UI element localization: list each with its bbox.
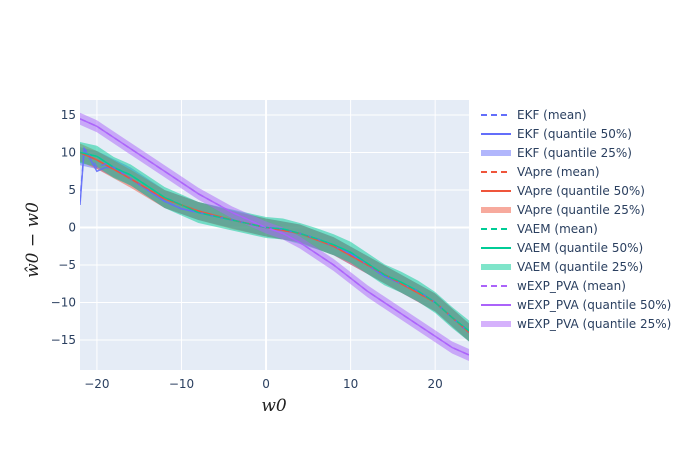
x-tick-label: 0: [262, 377, 270, 391]
legend-label: VAEM (mean): [517, 222, 598, 236]
legend-label: EKF (mean): [517, 108, 587, 122]
legend-item-vaem-quantile-25[interactable]: VAEM (quantile 25%): [481, 260, 643, 274]
x-tick-label: −10: [169, 377, 194, 391]
legend-label: VAEM (quantile 50%): [517, 241, 643, 255]
legend-item-ekf-quantile-50[interactable]: EKF (quantile 50%): [481, 127, 632, 141]
legend-item-vaem-mean[interactable]: VAEM (mean): [481, 222, 598, 236]
y-tick-label: 10: [61, 146, 76, 160]
legend-label: wEXP_PVA (quantile 25%): [517, 317, 671, 331]
legend-label: VApre (mean): [517, 165, 600, 179]
legend-item-wexp-pva-quantile-25[interactable]: wEXP_PVA (quantile 25%): [481, 317, 671, 331]
y-tick-label: 15: [61, 108, 76, 122]
y-axis-title: ŵ0 − w0: [23, 202, 43, 278]
x-tick-label: −20: [84, 377, 109, 391]
legend: EKF (mean) EKF (quantile 50%) EKF (quantil…: [481, 108, 671, 331]
legend-item-vapre-quantile-25[interactable]: VApre (quantile 25%): [481, 203, 645, 217]
y-tick-label: 0: [68, 221, 76, 235]
y-tick-label: −10: [51, 296, 76, 310]
y-tick-label: −5: [58, 258, 76, 272]
tick-labels: −20 −10 0 10 20 −15 −10 −5 0 5 10 15: [51, 108, 443, 391]
series-wexp-pva-mean: [80, 118, 469, 356]
legend-label: VApre (quantile 50%): [517, 184, 645, 198]
y-tick-label: 5: [68, 183, 76, 197]
legend-label: VApre (quantile 25%): [517, 203, 645, 217]
legend-item-ekf-quantile-25[interactable]: EKF (quantile 25%): [481, 146, 632, 160]
x-tick-label: 10: [343, 377, 358, 391]
legend-item-vaem-quantile-50[interactable]: VAEM (quantile 50%): [481, 241, 643, 255]
series-vaem-mean: [80, 151, 469, 332]
legend-item-wexp-pva-mean[interactable]: wEXP_PVA (mean): [481, 279, 626, 293]
legend-item-ekf-mean[interactable]: EKF (mean): [481, 108, 587, 122]
x-tick-label: 20: [428, 377, 443, 391]
y-tick-label: −15: [51, 333, 76, 347]
x-axis-title-text: w0: [261, 396, 287, 416]
x-axis-title: w0: [261, 396, 287, 416]
legend-label: wEXP_PVA (mean): [517, 279, 626, 293]
legend-label: EKF (quantile 50%): [517, 127, 632, 141]
legend-label: EKF (quantile 25%): [517, 146, 632, 160]
series-vaem-quantile-25: [80, 142, 469, 342]
series-group: [80, 112, 469, 361]
legend-item-vapre-quantile-50[interactable]: VApre (quantile 50%): [481, 184, 645, 198]
legend-item-wexp-pva-quantile-50[interactable]: wEXP_PVA (quantile 50%): [481, 298, 671, 312]
legend-item-vapre-mean[interactable]: VApre (mean): [481, 165, 600, 179]
series-wexp-pva-quantile-25: [80, 112, 469, 361]
y-axis-title-text: ŵ0 − w0: [23, 202, 43, 278]
legend-label: VAEM (quantile 25%): [517, 260, 643, 274]
legend-label: wEXP_PVA (quantile 50%): [517, 298, 671, 312]
